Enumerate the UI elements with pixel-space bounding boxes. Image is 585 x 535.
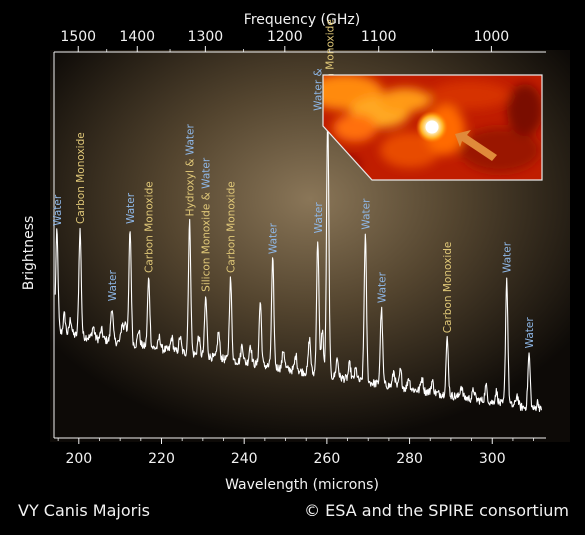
x2-tick-label: 1200 bbox=[267, 29, 303, 45]
line-label-part: Water bbox=[185, 124, 197, 159]
x-tick-label: 260 bbox=[314, 451, 341, 467]
x-tick-label: 280 bbox=[396, 451, 423, 467]
line-label: Water bbox=[360, 198, 372, 230]
line-label: Water bbox=[268, 222, 280, 254]
line-label: Water bbox=[502, 241, 514, 273]
x-tick-label: 300 bbox=[479, 451, 506, 467]
line-label-part: Hydroxyl & bbox=[185, 159, 197, 217]
line-label: Water bbox=[107, 270, 119, 302]
x2-tick-label: 1000 bbox=[474, 29, 510, 45]
line-label: Carbon Monoxide bbox=[442, 242, 454, 334]
top-axis-title: Frequency (GHz) bbox=[244, 12, 360, 28]
x2-tick-label: 1400 bbox=[119, 29, 155, 45]
copyright-caption: © ESA and the SPIRE consortium bbox=[304, 501, 569, 520]
line-label: Water bbox=[125, 192, 137, 224]
thermal-image-inset bbox=[322, 74, 543, 181]
line-label: Water bbox=[524, 317, 536, 349]
line-label: Silicon Monoxide & Water bbox=[201, 157, 213, 292]
y-axis-title: Brightness bbox=[21, 216, 37, 291]
bottom-axis: 200 220 240 260 280 300 bbox=[57, 438, 534, 467]
x2-tick-label: 1500 bbox=[60, 29, 96, 45]
x2-tick-label: 1300 bbox=[188, 29, 224, 45]
line-labels: Water Carbon Monoxide Water Water Carbon Mon… bbox=[52, 19, 536, 348]
line-label: Water bbox=[376, 271, 388, 303]
object-name-caption: VY Canis Majoris bbox=[18, 501, 150, 520]
line-label-part: Water & bbox=[313, 68, 325, 111]
x-tick-label: 200 bbox=[65, 451, 92, 467]
line-label: Hydroxyl & Water bbox=[185, 124, 197, 217]
line-label-part: Silicon Monoxide & bbox=[201, 192, 213, 292]
line-label: Water bbox=[52, 194, 64, 226]
x-tick-label: 220 bbox=[148, 451, 175, 467]
top-axis: 1500 1400 1300 1200 1100 1000 bbox=[60, 29, 509, 52]
line-label-part: Water bbox=[201, 157, 213, 192]
x-tick-label: 240 bbox=[231, 451, 258, 467]
line-label: Carbon Monoxide bbox=[226, 181, 238, 273]
spectrum-line bbox=[54, 113, 542, 413]
arrow-icon bbox=[455, 130, 497, 161]
line-label: Carbon Monoxide bbox=[75, 132, 87, 224]
line-label: Water bbox=[313, 202, 325, 234]
x-axis-title: Wavelength (microns) bbox=[225, 477, 379, 493]
x2-tick-label: 1100 bbox=[361, 29, 397, 45]
line-label: Carbon Monoxide bbox=[144, 181, 156, 273]
